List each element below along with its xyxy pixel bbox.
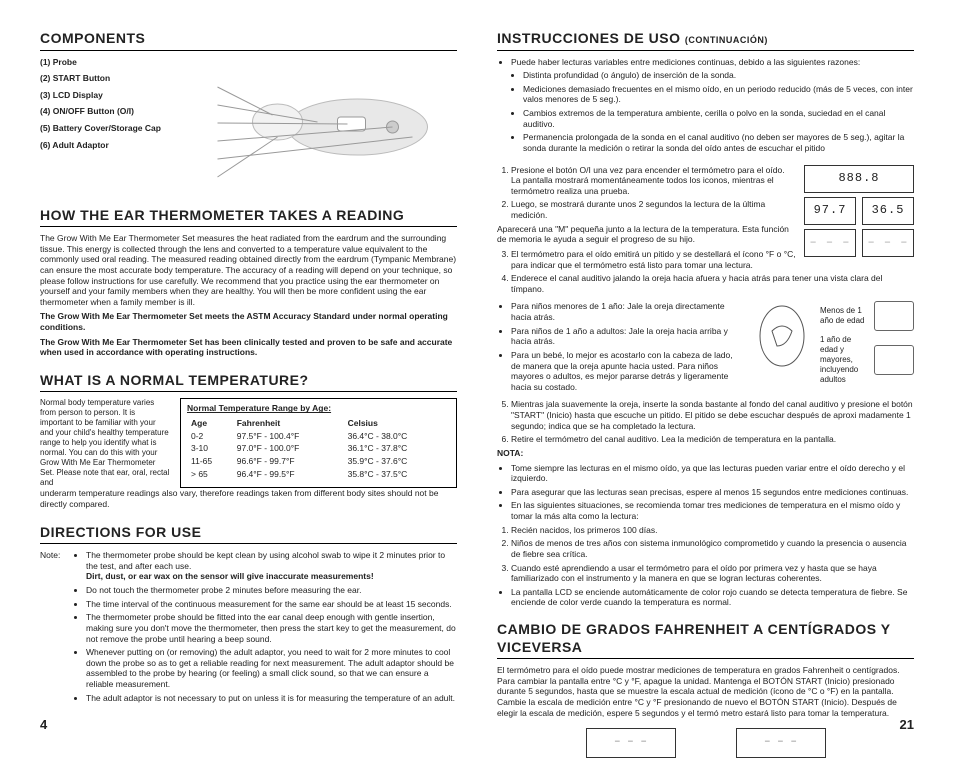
comp-item: (1) Probe — [40, 57, 190, 68]
nota-ordered: Recién nacidos, los primeros 100 días. Ni… — [497, 525, 914, 587]
comp-item: (2) START Button — [40, 73, 190, 84]
ear-drawing — [752, 301, 812, 384]
direction-warning: Dirt, dust, or ear wax on the sensor wil… — [86, 571, 457, 582]
lcd-c: 36.5 — [862, 197, 914, 225]
thermometer-illustration — [198, 57, 457, 197]
ear-pic-icon — [874, 345, 914, 375]
left-column: COMPONENTS (1) Probe (2) START Button (3… — [40, 30, 457, 723]
table-cell: 97.5°F - 100.4°F — [233, 430, 344, 443]
intro-item: Mediciones demasiado frecuentes en el mi… — [523, 84, 914, 105]
how-p1: The Grow With Me Ear Thermometer Set mea… — [40, 233, 457, 307]
lcd-top: 888.8 — [804, 165, 914, 193]
table-cell: 35.8°C - 37.5°C — [344, 468, 450, 481]
table-cell: 96.4°F - 99.5°F — [233, 468, 344, 481]
nota-item: En las siguientes situaciones, se recomi… — [511, 500, 914, 521]
normal-heading: WHAT IS A NORMAL TEMPERATURE? — [40, 372, 457, 393]
ear-item: Para niños de 1 año a adultos: Jale la o… — [511, 326, 744, 347]
ear-list: Para niños menores de 1 año: Jale la ore… — [497, 301, 744, 392]
direction-item: The thermometer probe should be fitted i… — [86, 612, 457, 644]
ear-item: Para niños menores de 1 año: Jale la ore… — [511, 301, 744, 322]
intro-text: Puede haber lecturas variables entre med… — [511, 57, 914, 68]
step-5: Mientras jala suavemente la oreja, inser… — [511, 399, 914, 431]
components-list: (1) Probe (2) START Button (3) LCD Displ… — [40, 57, 190, 157]
lcd-bottom: – – – — [736, 728, 826, 758]
cambio-heading: CAMBIO DE GRADOS FAHRENHEIT A CENTÍGRADO… — [497, 621, 914, 659]
direction-item: Whenever putting on (or removing) the ad… — [86, 647, 457, 690]
nota-last: La pantalla LCD se enciende automáticame… — [511, 587, 914, 608]
lcd-readouts: 888.8 97.7 36.5 – – – – – – — [804, 165, 914, 261]
table-cell: > 65 — [187, 468, 233, 481]
intro-list: Distinta profundidad (o ángulo) de inser… — [497, 70, 914, 156]
direction-item: Do not touch the thermometer probe 2 min… — [86, 585, 457, 596]
table-cell: 36.1°C - 37.8°C — [344, 442, 450, 455]
right-column: INSTRUCCIONES DE USO (CONTINUACIÓN) Pued… — [497, 30, 914, 723]
how-heading: HOW THE EAR THERMOMETER TAKES A READING — [40, 207, 457, 228]
direction-item: The time interval of the continuous meas… — [86, 599, 457, 610]
nota-list: Tome siempre las lecturas en el mismo oí… — [497, 463, 914, 525]
nota-ol-item: Recién nacidos, los primeros 100 días. — [511, 525, 914, 536]
table-cell: 11-65 — [187, 455, 233, 468]
directions-list: The thermometer probe should be kept cle… — [72, 550, 457, 703]
intro-item: Permanencia prolongada de la sonda en el… — [523, 132, 914, 153]
table-cell: 97.0°F - 100.0°F — [233, 442, 344, 455]
col-c: Celsius — [344, 417, 450, 430]
direction-item: The adult adaptor is not necessary to pu… — [86, 693, 457, 704]
nota-ol-item: Cuando esté aprendiendo a usar el termóm… — [511, 563, 914, 584]
ear-pic-icon — [874, 301, 914, 331]
normal-block: Normal body temperature varies from pers… — [40, 398, 457, 488]
col-age: Age — [187, 417, 233, 430]
intro-item: Distinta profundidad (o ángulo) de inser… — [523, 70, 914, 81]
step-4: Enderece el canal auditivo jalando la or… — [511, 273, 914, 294]
directions-block: Note: The thermometer probe should be ke… — [40, 550, 457, 706]
instr-heading: INSTRUCCIONES DE USO (CONTINUACIÓN) — [497, 30, 914, 51]
directions-heading: DIRECTIONS FOR USE — [40, 524, 457, 545]
how-p2: The Grow With Me Ear Thermometer Set mee… — [40, 311, 457, 332]
ear-item: Para un bebé, lo mejor es acostarlo con … — [511, 350, 744, 393]
table-cell: 36.4°C - 38.0°C — [344, 430, 450, 443]
ear-cap-1: Menos de 1 año de edad — [820, 306, 870, 326]
nota-ol-item: Niños de menos de tres años con sistema … — [511, 538, 914, 559]
nota-item: Para asegurar que las lecturas sean prec… — [511, 487, 914, 498]
instr-heading-main: INSTRUCCIONES DE USO — [497, 30, 680, 46]
components-block: (1) Probe (2) START Button (3) LCD Displ… — [40, 57, 457, 197]
table-cell: 3-10 — [187, 442, 233, 455]
components-heading: COMPONENTS — [40, 30, 457, 51]
cambio-text: El termómetro para el oído puede mostrar… — [497, 665, 914, 718]
nota-last-wrap: La pantalla LCD se enciende automáticame… — [497, 587, 914, 611]
steps-list-3: Mientras jala suavemente la oreja, inser… — [497, 399, 914, 448]
col-f: Fahrenheit — [233, 417, 344, 430]
intro-block: Puede haber lecturas variables entre med… — [497, 57, 914, 71]
temperature-table: Normal Temperature Range by Age: Age Fah… — [180, 398, 457, 488]
table-cell: 0-2 — [187, 430, 233, 443]
how-p3: The Grow With Me Ear Thermometer Set has… — [40, 337, 457, 358]
instr-heading-sub: (CONTINUACIÓN) — [685, 35, 768, 45]
lcd-dash: – – – — [804, 229, 856, 257]
nota-label: NOTA: — [497, 448, 914, 459]
table-cell: 35.9°C - 37.6°C — [344, 455, 450, 468]
direction-item: The thermometer probe should be kept cle… — [86, 550, 457, 582]
comp-item: (4) ON/OFF Button (O/I) — [40, 106, 190, 117]
nota-item: Tome siempre las lecturas en el mismo oí… — [511, 463, 914, 484]
normal-text: Normal body temperature varies from pers… — [40, 398, 170, 488]
ear-instructions: Para niños menores de 1 año: Jale la ore… — [497, 301, 914, 395]
intro-item: Cambios extremos de la temperatura ambie… — [523, 108, 914, 129]
page-number-right: 21 — [900, 717, 914, 733]
table-cell: 96.6°F - 99.7°F — [233, 455, 344, 468]
step-6: Retire el termómetro del canal auditivo.… — [511, 434, 914, 445]
lcd-dash: – – – — [862, 229, 914, 257]
lcd-bottom: – – – — [586, 728, 676, 758]
lcd-f: 97.7 — [804, 197, 856, 225]
ear-age-pics: Menos de 1 año de edad 1 año de edad y m… — [820, 301, 914, 385]
comp-item: (5) Battery Cover/Storage Cap — [40, 123, 190, 134]
comp-item: (6) Adult Adaptor — [40, 140, 190, 151]
note-label: Note: — [40, 550, 66, 706]
table-title: Normal Temperature Range by Age: — [187, 403, 450, 414]
ear-cap-2: 1 año de edad y mayores, incluyendo adul… — [820, 335, 870, 385]
normal-footnote: underarm temperature readings also vary,… — [40, 488, 457, 509]
bottom-lcds: – – – – – – — [497, 728, 914, 758]
comp-item: (3) LCD Display — [40, 90, 190, 101]
page-number-left: 4 — [40, 717, 47, 733]
